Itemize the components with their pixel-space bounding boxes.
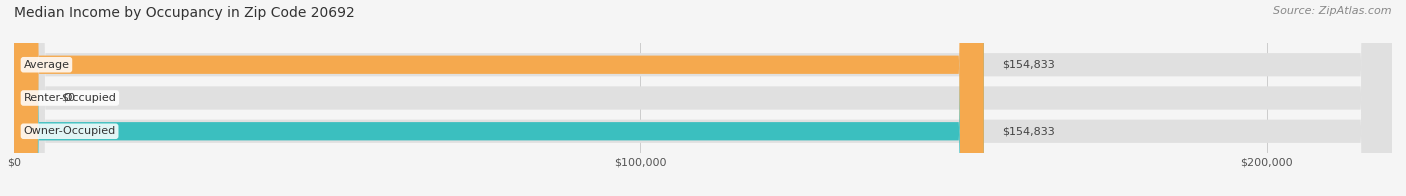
Text: Average: Average [24,60,69,70]
Text: $154,833: $154,833 [1002,126,1056,136]
FancyBboxPatch shape [14,0,1392,196]
FancyBboxPatch shape [14,0,1392,196]
Text: Renter-Occupied: Renter-Occupied [24,93,117,103]
FancyBboxPatch shape [14,0,984,196]
FancyBboxPatch shape [14,0,984,196]
Text: Owner-Occupied: Owner-Occupied [24,126,115,136]
Text: $0: $0 [60,93,75,103]
Text: Median Income by Occupancy in Zip Code 20692: Median Income by Occupancy in Zip Code 2… [14,6,354,20]
FancyBboxPatch shape [14,0,1392,196]
Text: Source: ZipAtlas.com: Source: ZipAtlas.com [1274,6,1392,16]
FancyBboxPatch shape [14,0,37,196]
Text: $154,833: $154,833 [1002,60,1056,70]
